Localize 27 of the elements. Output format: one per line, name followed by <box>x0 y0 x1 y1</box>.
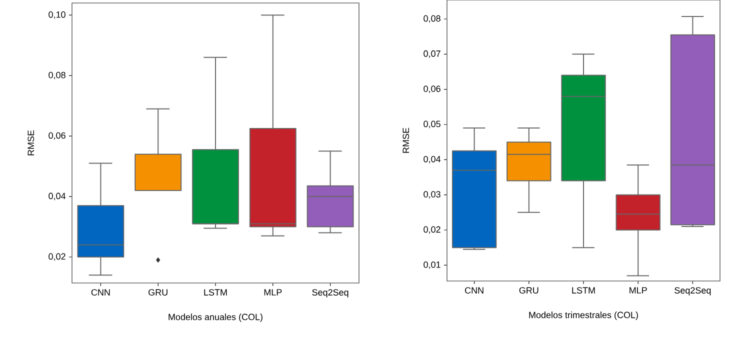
y-tick-label: 0,03 <box>424 191 440 199</box>
y-axis-title: RMSE <box>402 128 410 153</box>
x-tick-label: MLP <box>630 287 647 294</box>
y-tick-label: 0,08 <box>48 72 66 80</box>
x-tick-label: LSTM <box>204 289 227 296</box>
y-tick-label: 0,06 <box>424 86 440 94</box>
y-tick-label: 0,06 <box>48 132 66 140</box>
x-tick-label: GRU <box>148 289 168 296</box>
x-tick-label: CNN <box>465 287 484 294</box>
x-tick-label: LSTM <box>572 287 595 294</box>
y-tick-label: 0,07 <box>424 50 440 58</box>
x-axis-title: Modelos anuales (COL) <box>168 314 262 322</box>
y-tick-label: 0,04 <box>424 156 441 164</box>
y-tick-label: 0,02 <box>48 253 66 261</box>
y-tick-label: 0,08 <box>424 15 440 23</box>
y-tick-label: 0,05 <box>424 120 440 128</box>
y-tick-label: 0,02 <box>424 226 440 234</box>
x-tick-label: MLP <box>264 289 282 296</box>
x-tick-label: Seq2Seq <box>674 287 711 296</box>
y-tick-label: 0,10 <box>48 11 66 19</box>
y-tick-label: 0,04 <box>48 192 66 200</box>
x-tick-label: GRU <box>519 287 538 294</box>
y-axis-title: RMSE <box>28 130 34 156</box>
x-tick-label: CNN <box>91 289 110 296</box>
x-axis-title: Modelos trimestrales (COL) <box>529 312 638 320</box>
x-tick-label: Seq2Seq <box>312 289 348 298</box>
y-tick-label: 0,01 <box>424 261 440 269</box>
